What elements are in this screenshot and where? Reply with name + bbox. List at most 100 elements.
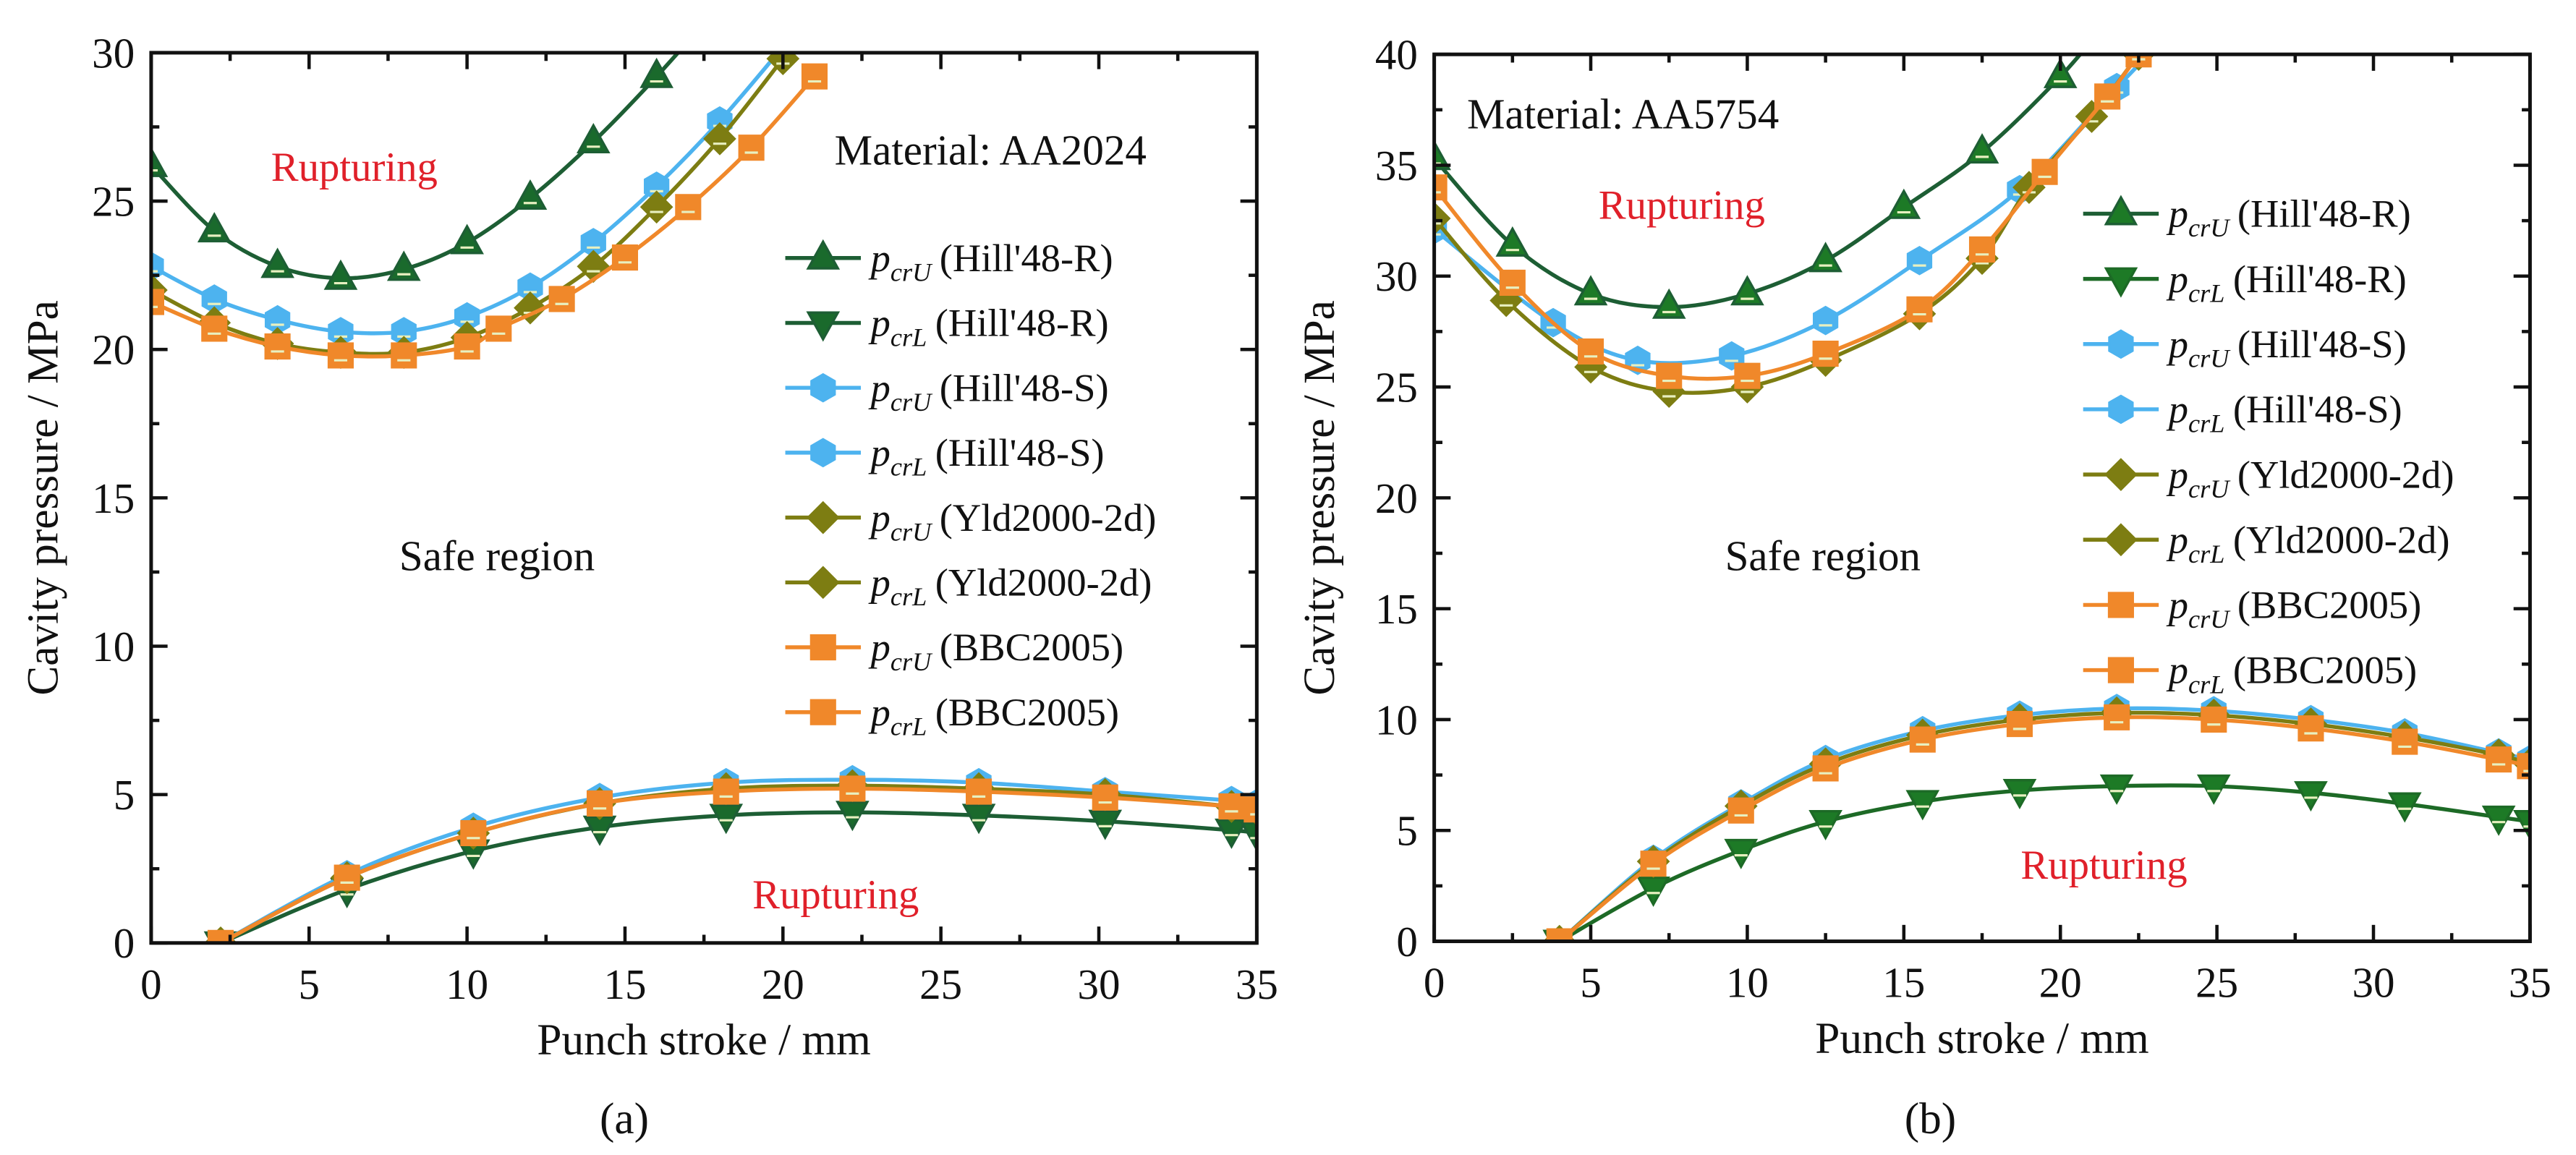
data-point (1812, 755, 1839, 782)
legend-marker (806, 566, 840, 600)
x-tick-label: 5 (299, 960, 320, 1008)
data-point (2099, 774, 2134, 805)
legend-subscript: crL (890, 323, 927, 351)
data-point (2043, 57, 2078, 88)
y-tick-label: 30 (1375, 252, 1418, 300)
legend-item: pcrL (Hill'48-R) (785, 301, 1109, 351)
series-line (1558, 715, 2530, 942)
data-point (2486, 746, 2512, 773)
y-tick-label: 0 (1396, 918, 1418, 966)
data-point (260, 247, 294, 278)
data-point (1092, 784, 1118, 811)
legend-symbol: p (868, 236, 890, 280)
data-point (703, 122, 736, 155)
legend-model: (Yld2000-2d) (935, 560, 1152, 604)
legend-marker (806, 311, 841, 342)
legend-symbol: p (2166, 648, 2188, 692)
data-point (1887, 188, 1921, 219)
data-point (150, 146, 169, 177)
data-point (454, 333, 480, 360)
legend-symbol: p (868, 690, 890, 734)
legend-subscript: crL (2188, 278, 2224, 307)
data-point (576, 123, 611, 154)
data-point (1734, 362, 1761, 389)
y-tick-label: 15 (92, 474, 135, 522)
y-tick-label: 25 (1375, 363, 1418, 411)
data-point (1636, 876, 1670, 907)
series-line (1557, 710, 2530, 942)
x-tick-label: 15 (603, 960, 646, 1008)
x-tick-label: 30 (2352, 959, 2394, 1007)
legend-marker (810, 438, 836, 468)
legend-marker (2107, 657, 2134, 683)
legend-marker (809, 699, 836, 725)
y-tick-label: 10 (1375, 696, 1418, 743)
x-tick-label: 25 (2195, 959, 2238, 1007)
legend-model: (BBC2005) (2237, 583, 2421, 627)
x-axis-title: Punch stroke / mm (537, 1015, 870, 1065)
data-point (1812, 305, 1839, 336)
legend-marker (2104, 195, 2138, 226)
legend-subscript: crU (890, 258, 933, 287)
legend-model: (BBC2005) (940, 625, 1123, 669)
series-line (219, 777, 1257, 943)
data-point (2093, 5, 2122, 32)
legend-marker (810, 372, 836, 403)
data-point (1218, 793, 1245, 820)
chart-panel-a: 0 5 10 15 20 25 30 35 0 5 10 15 20 25 30 Punch stroke /… (18, 29, 1278, 1143)
x-tick-label: 5 (1580, 959, 1602, 1007)
data-point (713, 778, 739, 805)
plot-area (150, 52, 1257, 943)
legend-model: (Hill'48-S) (2233, 387, 2402, 431)
y-tick-label: 5 (114, 771, 135, 819)
data-point (961, 804, 996, 835)
data-point (2392, 728, 2418, 755)
legend-model: (Yld2000-2d) (2237, 452, 2454, 496)
data-point (327, 342, 354, 369)
data-point (709, 804, 744, 835)
chart-panel-b: 0 5 10 15 20 25 30 35 0 5 10 15 20 25 30 35 40 Punch stro… (1295, 5, 2551, 1144)
y-tick-label: 0 (114, 919, 135, 967)
data-point (150, 251, 164, 281)
data-point (197, 212, 231, 243)
data-point (1719, 341, 1745, 371)
legend-item: pcrU (Hill'48-R) (2083, 192, 2411, 242)
legend-model: (Hill'48-S) (940, 365, 1109, 409)
data-point (264, 333, 291, 360)
legend-item: pcrU (BBC2005) (785, 625, 1123, 676)
data-point (801, 63, 828, 90)
legend-label: pcrL (Hill'48-S) (868, 430, 1105, 482)
legend-item: pcrL (Yld2000-2d) (2083, 517, 2450, 568)
legend: pcrU (Hill'48-R)pcrL (Hill'48-R)pcrU (Hill'… (2083, 192, 2454, 699)
data-point (548, 286, 575, 312)
data-point (514, 291, 547, 325)
legend-subscript: crL (2188, 540, 2224, 568)
legend-label: pcrL (BBC2005) (868, 690, 1119, 741)
series-line (150, 52, 781, 336)
legend-subscript: crL (2188, 670, 2224, 699)
data-point (450, 223, 484, 255)
x-tick-label: 0 (140, 960, 162, 1008)
y-tick-label: 25 (92, 177, 135, 225)
legend-symbol: p (2166, 257, 2188, 301)
legend-item: pcrL (Yld2000-2d) (785, 560, 1152, 611)
data-point (2196, 774, 2231, 805)
legend-subscript: crU (890, 647, 933, 676)
legend-item: pcrL (Hill'48-R) (2083, 257, 2407, 308)
panel-caption: (b) (1905, 1094, 1956, 1143)
legend-model: (Hill'48-R) (940, 236, 1113, 280)
legend-subscript: crL (890, 582, 927, 611)
legend-marker (2104, 267, 2138, 298)
data-point (1640, 851, 1667, 877)
legend-label: pcrL (Hill'48-S) (2166, 387, 2402, 438)
series-line (219, 810, 1257, 943)
data-point (2294, 781, 2328, 812)
y-tick-label: 35 (1375, 142, 1418, 189)
data-point (639, 190, 673, 224)
data-point (1240, 821, 1257, 852)
legend-marker (2107, 592, 2134, 618)
legend-label: pcrL (Hill'48-R) (2166, 257, 2407, 308)
legend-model: (Hill'48-S) (2237, 322, 2407, 366)
y-tick-label: 20 (1375, 474, 1418, 522)
